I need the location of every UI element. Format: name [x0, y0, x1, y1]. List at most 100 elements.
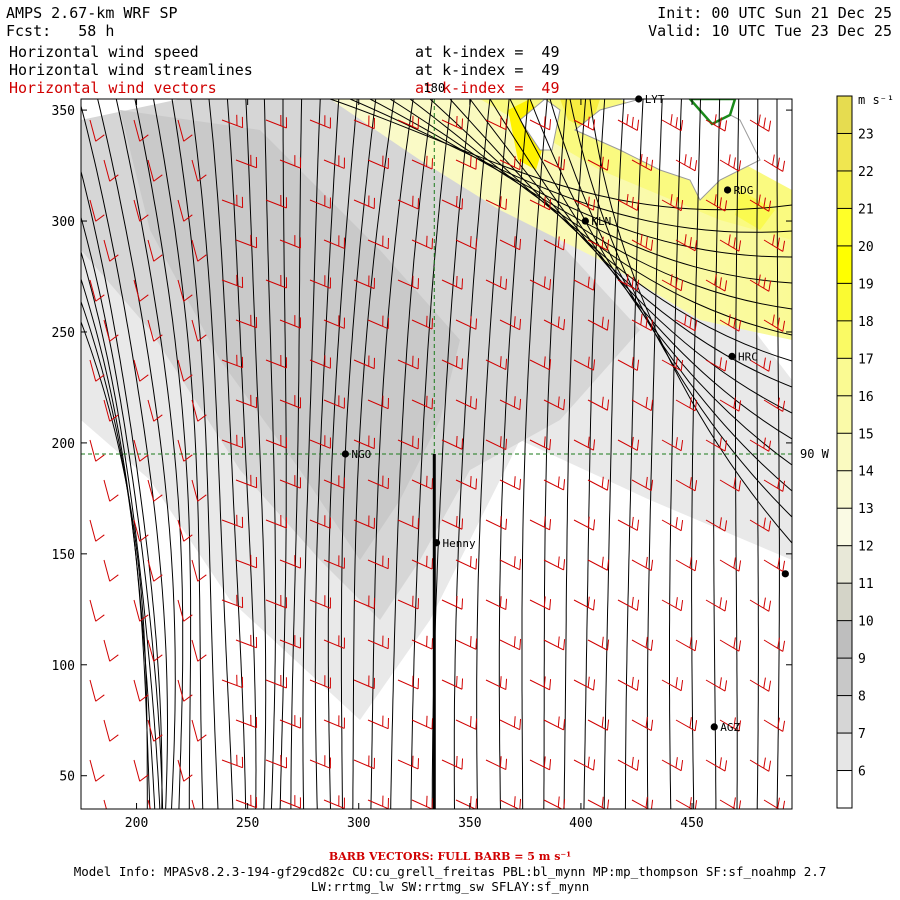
- wind-barb: [441, 515, 464, 530]
- streamline: [81, 169, 163, 809]
- wind-barb: [397, 435, 420, 450]
- wind-barb: [719, 477, 742, 492]
- colorbar-swatch: [837, 358, 852, 396]
- wind-barb: [763, 314, 786, 332]
- forecast-label: Fcst: 58 h: [6, 22, 114, 40]
- streamline: [81, 300, 151, 809]
- streamline: [498, 99, 529, 809]
- model-info-2: LW:rrtmg_lw SW:rrtmg_sw SFLAY:sf_mynn: [310, 879, 590, 894]
- x-tick-label: 350: [458, 816, 481, 831]
- barb-note: BARB VECTORS: FULL BARB = 5 m s⁻¹: [328, 850, 572, 863]
- y-tick-label: 350: [52, 104, 75, 119]
- wind-barb: [631, 476, 654, 491]
- streamline: [171, 99, 219, 809]
- wind-barb: [191, 719, 207, 742]
- wind-barb: [265, 675, 287, 689]
- init-time: Init: 00 UTC Sun 21 Dec 25: [657, 4, 892, 22]
- colorbar-label: 7: [858, 727, 866, 742]
- wind-barb: [543, 556, 566, 571]
- wind-barb: [499, 236, 522, 251]
- y-tick-label: 250: [52, 326, 75, 341]
- wind-barb: [617, 596, 640, 611]
- wind-barb: [573, 516, 596, 531]
- wind-barbs: [89, 113, 786, 809]
- colorbar-unit: m s⁻¹: [858, 93, 894, 107]
- wind-barb: [705, 194, 728, 212]
- wind-barb: [147, 159, 163, 182]
- wind-barb: [675, 637, 698, 652]
- station-marker: [432, 539, 441, 547]
- wind-barb: [103, 479, 119, 502]
- wind-barb: [323, 395, 345, 409]
- colorbar-label: 21: [858, 202, 874, 217]
- streamlines: [81, 99, 792, 809]
- station-label: KLN: [591, 215, 611, 228]
- wind-barb: [485, 596, 508, 610]
- wind-barb: [675, 797, 698, 809]
- wind-barb: [133, 519, 149, 542]
- wind-barb: [265, 195, 287, 209]
- y-axis: 50 100 150 200 250 300 350: [52, 104, 792, 785]
- station-marker: [781, 570, 789, 578]
- wind-barb: [191, 159, 207, 182]
- wind-barb: [573, 596, 596, 611]
- wind-barb: [543, 236, 566, 251]
- wind-barb: [543, 636, 566, 651]
- streamline: [314, 99, 340, 809]
- station-marker: [723, 186, 732, 194]
- streamline: [563, 99, 587, 809]
- streamline: [81, 250, 161, 809]
- wind-barb: [719, 397, 742, 412]
- wind-barb: [221, 754, 244, 769]
- wind-barb: [749, 114, 772, 132]
- wind-barb: [587, 396, 610, 411]
- wind-barb: [309, 435, 331, 449]
- wind-barb: [661, 274, 684, 292]
- station-label: HRC: [738, 350, 758, 363]
- wind-barb: [309, 115, 331, 129]
- wind-barb: [631, 154, 654, 171]
- wind-barb: [103, 399, 119, 422]
- wind-barb: [279, 555, 301, 569]
- station-marker: [341, 450, 350, 458]
- wind-barb: [661, 757, 684, 772]
- colorbar-label: 13: [858, 502, 874, 517]
- wind-barb: [617, 356, 640, 371]
- wind-barb: [617, 436, 640, 451]
- wind-barb: [397, 515, 420, 530]
- wind-barb: [441, 675, 464, 690]
- streamline: [453, 99, 491, 809]
- streamline: [97, 99, 176, 809]
- wind-barb: [265, 595, 287, 609]
- wind-barb: [719, 637, 742, 652]
- streamline: [134, 99, 192, 809]
- wind-barb: [719, 234, 742, 252]
- streamline: [153, 99, 204, 809]
- wind-barb: [411, 715, 434, 730]
- wind-barb: [631, 314, 654, 331]
- wind-barb: [749, 194, 772, 212]
- colorbar-label: 10: [858, 615, 874, 630]
- wind-barb: [265, 355, 287, 369]
- colorbar-label: 22: [858, 165, 874, 180]
- streamline: [509, 99, 792, 440]
- wind-barb: [661, 437, 684, 452]
- wind-barb: [309, 595, 331, 609]
- wind-barb: [455, 556, 478, 570]
- wind-barb: [265, 115, 287, 129]
- station-label: Henny: [443, 537, 476, 550]
- wind-barb: [573, 276, 596, 291]
- wind-barb: [675, 557, 698, 572]
- colorbar-label: 6: [858, 765, 866, 780]
- wind-barb: [235, 554, 258, 569]
- field-name-streamlines: Horizontal wind streamlines: [9, 61, 253, 79]
- streamline: [603, 99, 625, 809]
- wind-barb: [353, 755, 375, 770]
- wind-barb: [587, 716, 610, 731]
- streamline: [549, 99, 792, 492]
- wind-barb: [455, 396, 478, 410]
- wind-barb: [397, 355, 420, 370]
- streamline: [349, 99, 792, 233]
- wind-barb: [133, 439, 149, 462]
